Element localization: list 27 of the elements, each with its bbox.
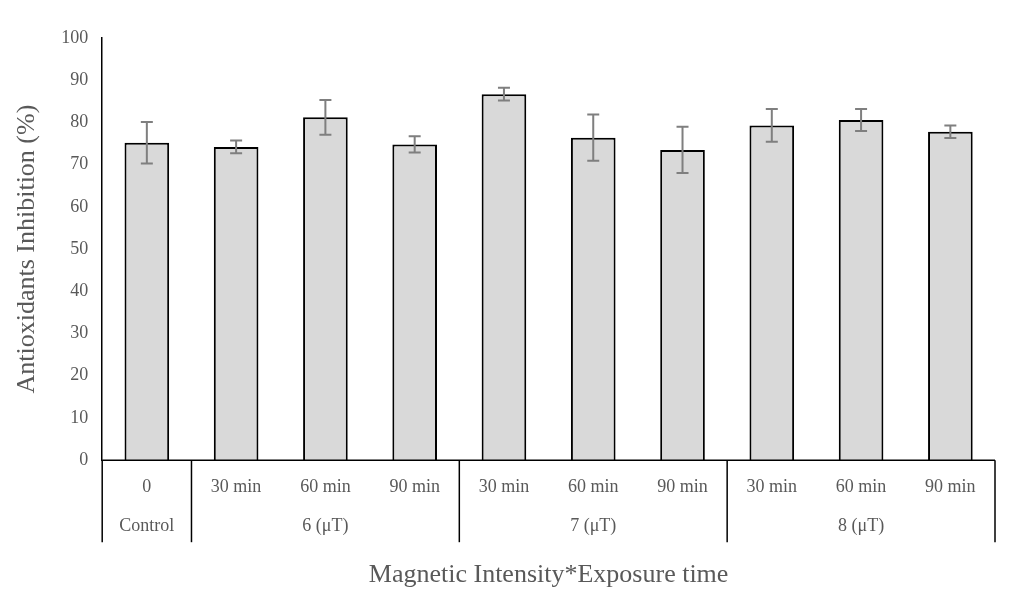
x-tick-label: 30 min	[746, 475, 798, 496]
y-tick-label: 70	[70, 153, 89, 174]
x-tick-label: 90 min	[389, 475, 440, 496]
x-tick-label: 90 min	[657, 475, 708, 496]
x-tick-label: 60 min	[835, 475, 887, 496]
y-tick-label: 100	[61, 26, 89, 47]
y-tick-label: 10	[70, 406, 89, 427]
text: 7 (μT)	[570, 514, 617, 536]
y-tick-label: 0	[79, 448, 89, 469]
y-tick-label: 50	[70, 237, 89, 258]
x-tick-label: 90 min	[925, 475, 976, 496]
y-tick-label: 80	[70, 111, 89, 132]
text: Control	[119, 514, 175, 535]
x-axis-title: Magnetic Intensity*Exposure time	[368, 559, 729, 589]
x-tick-label: 30 min	[478, 475, 530, 496]
text: 6 (μT)	[302, 514, 349, 536]
x-tick-label: 0	[142, 475, 152, 496]
y-tick-label: 20	[70, 364, 89, 385]
y-tick-label: 60	[70, 195, 89, 216]
y-tick-label: 30	[70, 322, 89, 343]
x-tick-label: 60 min	[567, 475, 619, 496]
y-axis-title: Antioxidants Inhibition (%)	[11, 104, 41, 394]
y-tick-label: 40	[70, 280, 89, 301]
x-tick-label: 30 min	[210, 475, 262, 496]
y-tick-label: 90	[70, 68, 89, 89]
text: 8 (μT)	[838, 514, 885, 536]
x-tick-label: 60 min	[300, 475, 351, 496]
